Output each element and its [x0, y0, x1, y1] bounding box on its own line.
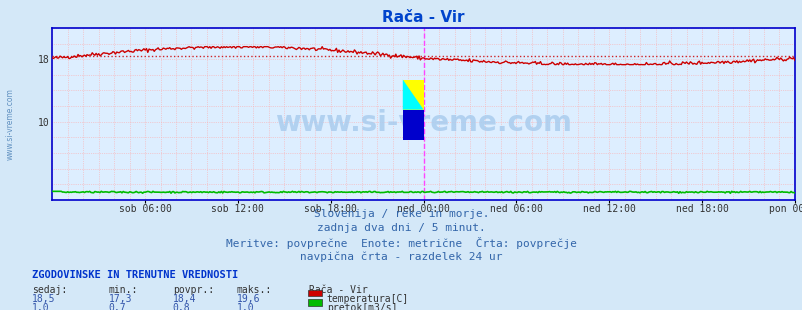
Text: ZGODOVINSKE IN TRENUTNE VREDNOSTI: ZGODOVINSKE IN TRENUTNE VREDNOSTI [32, 270, 238, 280]
Text: zadnja dva dni / 5 minut.: zadnja dva dni / 5 minut. [317, 223, 485, 233]
Text: temperatura[C]: temperatura[C] [326, 294, 408, 304]
Text: 17,3: 17,3 [108, 294, 132, 304]
Text: pretok[m3/s]: pretok[m3/s] [326, 303, 397, 310]
Text: 19,6: 19,6 [237, 294, 260, 304]
Text: navpična črta - razdelek 24 ur: navpična črta - razdelek 24 ur [300, 251, 502, 262]
Text: povpr.:: povpr.: [172, 285, 213, 294]
Text: min.:: min.: [108, 285, 138, 294]
Text: www.si-vreme.com: www.si-vreme.com [6, 88, 15, 160]
Text: 18,5: 18,5 [32, 294, 55, 304]
Text: 0,8: 0,8 [172, 303, 190, 310]
Polygon shape [403, 79, 423, 110]
Polygon shape [403, 79, 423, 110]
Text: www.si-vreme.com: www.si-vreme.com [275, 108, 571, 136]
Text: 0,7: 0,7 [108, 303, 126, 310]
Text: Slovenija / reke in morje.: Slovenija / reke in morje. [314, 209, 488, 219]
Text: Rača - Vir: Rača - Vir [309, 285, 367, 294]
Text: sedaj:: sedaj: [32, 285, 67, 294]
Text: 18,4: 18,4 [172, 294, 196, 304]
Text: 1,0: 1,0 [237, 303, 254, 310]
Text: 1,0: 1,0 [32, 303, 50, 310]
Text: Meritve: povprečne  Enote: metrične  Črta: povprečje: Meritve: povprečne Enote: metrične Črta:… [225, 237, 577, 249]
Text: maks.:: maks.: [237, 285, 272, 294]
Title: Rača - Vir: Rača - Vir [382, 10, 464, 25]
Polygon shape [403, 110, 423, 140]
